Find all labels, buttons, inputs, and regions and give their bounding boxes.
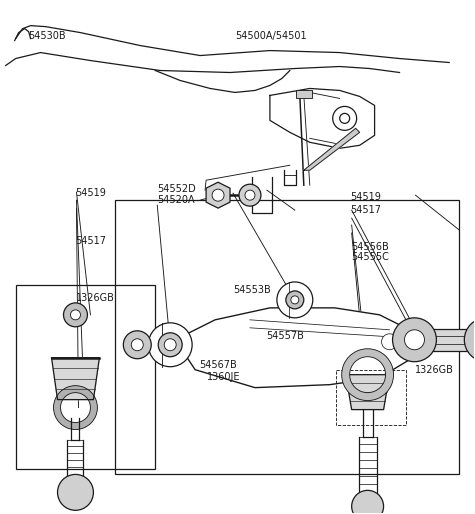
Wedge shape (342, 349, 394, 400)
Circle shape (64, 303, 87, 327)
Circle shape (405, 330, 425, 350)
Bar (336, 370, 406, 425)
Polygon shape (270, 88, 375, 149)
Circle shape (465, 318, 475, 362)
Polygon shape (304, 128, 360, 170)
Text: 54553B: 54553B (233, 285, 271, 296)
Text: 54552D: 54552D (157, 185, 196, 194)
Circle shape (124, 331, 151, 359)
Text: 54517: 54517 (76, 235, 106, 246)
Circle shape (381, 334, 398, 350)
Circle shape (148, 323, 192, 366)
Circle shape (392, 318, 437, 362)
Polygon shape (175, 308, 419, 388)
Text: 54517: 54517 (350, 205, 381, 215)
Text: 54556B: 54556B (351, 242, 389, 252)
Circle shape (212, 189, 224, 201)
Text: 1360JE: 1360JE (207, 373, 240, 382)
Text: 54530B: 54530B (28, 30, 66, 41)
Text: 54500A/54501: 54500A/54501 (235, 30, 306, 41)
Text: 54567B: 54567B (200, 360, 238, 370)
Polygon shape (52, 358, 99, 399)
Polygon shape (206, 182, 230, 208)
Text: 54519: 54519 (76, 188, 106, 198)
Circle shape (461, 332, 475, 348)
Circle shape (164, 339, 176, 351)
Circle shape (70, 310, 80, 320)
Bar (115, 200, 459, 474)
Circle shape (245, 190, 255, 200)
Text: 54519: 54519 (350, 192, 381, 202)
Bar (415, 329, 475, 351)
Circle shape (286, 291, 304, 309)
Polygon shape (346, 375, 390, 410)
Circle shape (131, 339, 143, 351)
Circle shape (352, 490, 384, 514)
Text: 54520A: 54520A (157, 195, 195, 205)
Text: 54557B: 54557B (266, 332, 304, 341)
Bar (296, 90, 312, 98)
Circle shape (158, 333, 182, 357)
Circle shape (57, 474, 94, 510)
Circle shape (277, 282, 313, 318)
Circle shape (239, 184, 261, 206)
Text: 1326GB: 1326GB (76, 293, 114, 303)
Text: 54555C: 54555C (351, 252, 389, 262)
Text: 1326GB: 1326GB (415, 365, 454, 375)
Bar (16, 285, 155, 469)
Wedge shape (54, 386, 97, 430)
Circle shape (291, 296, 299, 304)
